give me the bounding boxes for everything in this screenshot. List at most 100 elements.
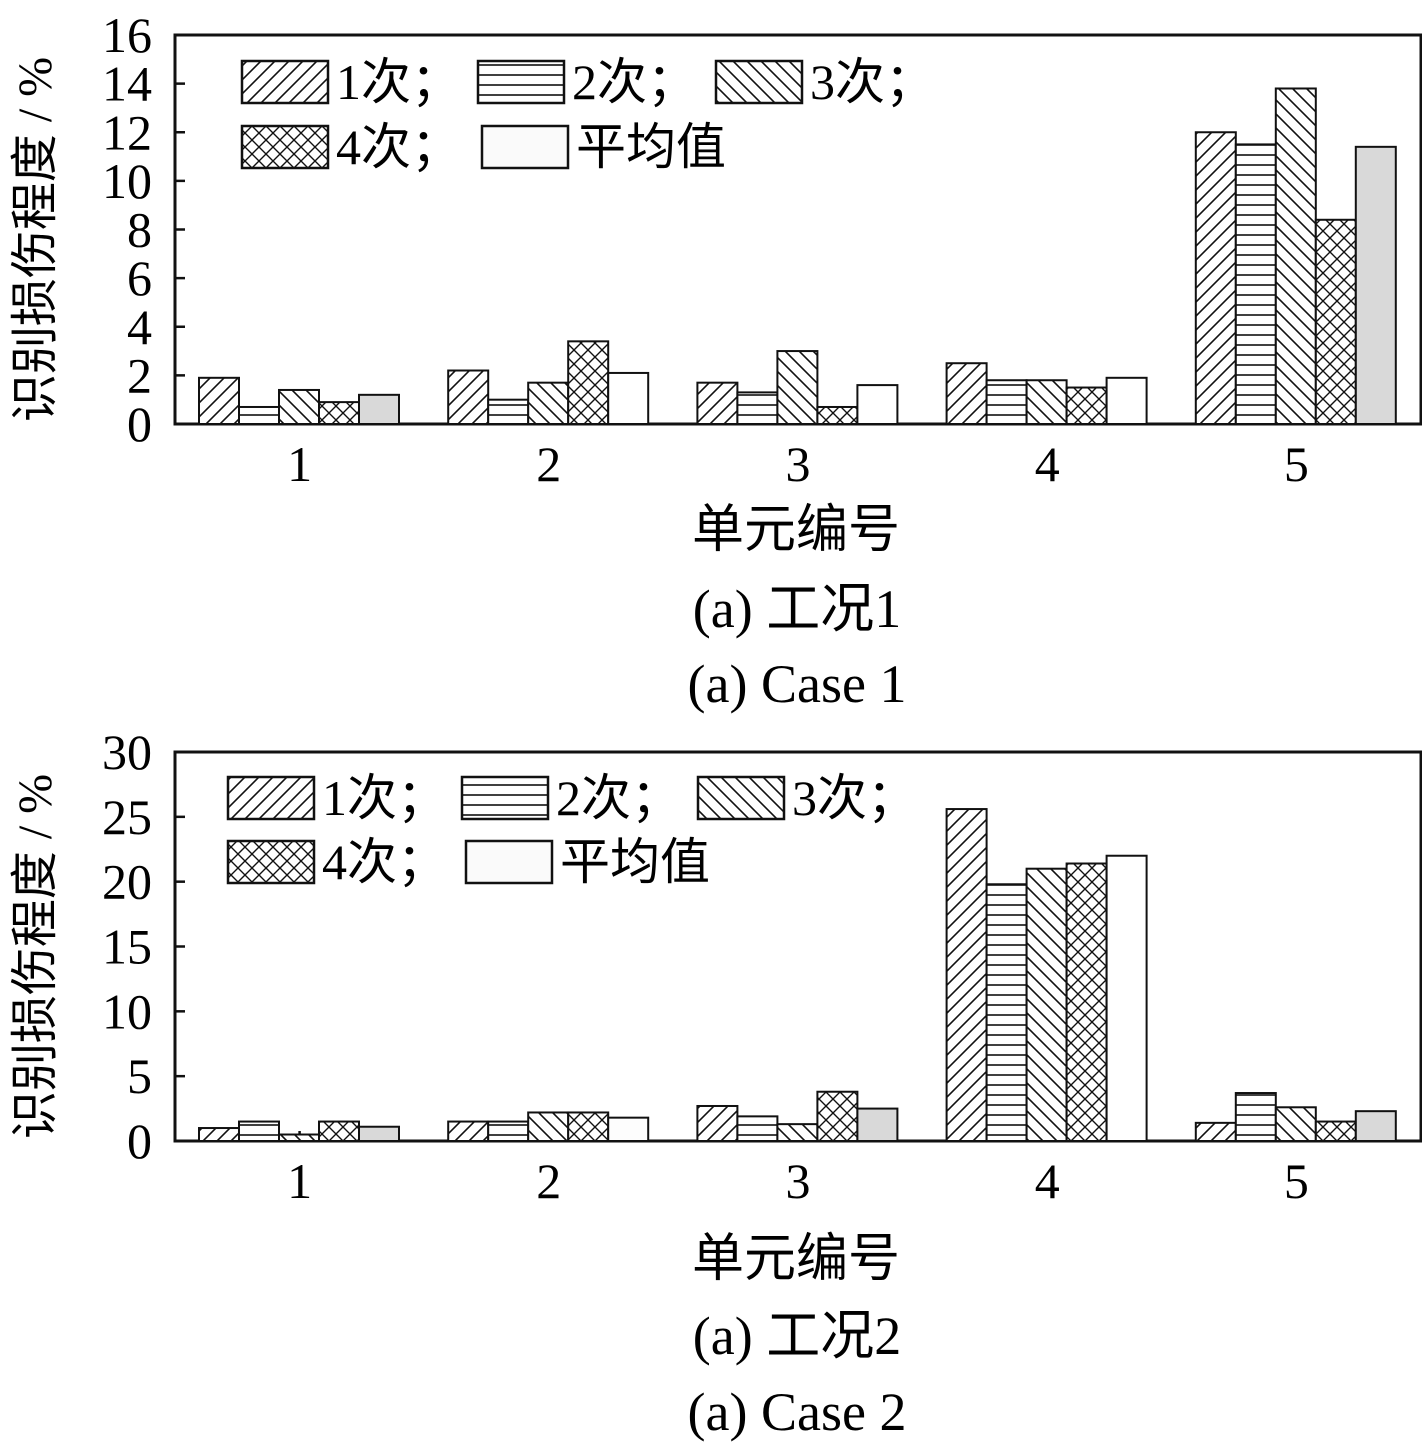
y-tick-label: 2 [127, 347, 152, 403]
y-tick-label: 14 [102, 56, 152, 112]
y-axis-label: 识别损伤程度 / % [9, 57, 62, 422]
y-tick-label: 0 [127, 1113, 152, 1169]
bar-s3-c3 [776, 350, 819, 425]
legend-label: 2次； [572, 54, 697, 110]
bar-s1-c5 [1194, 1121, 1237, 1143]
legend-label: 3次； [810, 54, 935, 110]
bar-s2-c4 [985, 379, 1028, 425]
bar-s4-c1 [318, 401, 360, 425]
legend-label: 1次； [336, 54, 461, 110]
bar-s1-c1 [198, 376, 240, 425]
bar-s1-c2 [447, 1120, 490, 1143]
bar-s2-c3 [736, 1115, 779, 1142]
x-tick-label: 2 [536, 436, 561, 492]
bar-s4-c5 [1314, 1120, 1357, 1143]
legend-label: 平均值 [560, 834, 710, 890]
x-tick-label: 3 [786, 1153, 811, 1209]
bar-s4-c4 [1065, 386, 1108, 425]
bar-s3-c1 [278, 388, 320, 425]
bar-s3-c2 [527, 1111, 570, 1143]
bar-s5-c4 [1105, 376, 1148, 425]
legend-label: 3次； [792, 770, 917, 826]
bar-s5-c5 [1354, 145, 1397, 425]
chart-case-2: 0 5 10 15 20 25 30 1 2 3 4 5 1次； 2次； 3次； 4次； 平均值 识别损伤程度 /… [9, 724, 1422, 1442]
y-tick-label: 6 [127, 250, 152, 306]
caption-cn: (a) 工况1 [693, 579, 901, 639]
bar-s3-c4 [1025, 867, 1068, 1142]
y-tick-label: 16 [102, 7, 152, 63]
y-tick-label: 30 [102, 724, 152, 780]
bar-s3-c5 [1274, 87, 1317, 426]
bar-s1-c4 [945, 362, 988, 425]
bar-s3-c3 [776, 1123, 819, 1142]
legend-swatch [714, 59, 804, 105]
bar-s3-c1 [278, 1133, 320, 1143]
legend-swatch [464, 839, 554, 885]
legend-swatch [480, 124, 570, 170]
bar-s5-c1 [358, 393, 400, 426]
legend-label: 1次； [322, 770, 447, 826]
bar-s5-c3 [856, 384, 899, 426]
x-axis-label: 单元编号 [692, 502, 900, 559]
bar-s1-c5 [1194, 131, 1237, 425]
bar-s3-c5 [1274, 1106, 1317, 1142]
bar-s5-c2 [607, 371, 650, 426]
bar-s4-c2 [567, 340, 610, 425]
bar-s4-c4 [1065, 862, 1108, 1142]
y-tick-label: 10 [102, 153, 152, 209]
x-tick-label: 4 [1035, 1153, 1060, 1209]
x-tick-label: 5 [1284, 436, 1309, 492]
y-tick-label: 0 [127, 396, 152, 452]
bar-s5-c2 [607, 1116, 650, 1143]
x-axis-label: 单元编号 [692, 1231, 900, 1288]
bar-s4-c5 [1314, 218, 1357, 425]
legend-swatch [476, 59, 566, 105]
bar-s2-c1 [238, 405, 280, 426]
x-tick-label: 5 [1284, 1153, 1309, 1209]
bar-s4-c2 [567, 1111, 610, 1143]
bar-s2-c2 [487, 1120, 530, 1143]
legend-label: 4次； [322, 834, 447, 890]
y-tick-label: 15 [102, 919, 152, 975]
y-tick-label: 10 [102, 983, 152, 1039]
y-tick-label: 8 [127, 202, 152, 258]
bar-s2-c5 [1234, 143, 1277, 425]
bar-s4-c3 [816, 1090, 859, 1143]
bar-s2-c2 [487, 398, 530, 425]
bar-s2-c5 [1234, 1092, 1277, 1142]
bar-s1-c1 [198, 1127, 240, 1142]
legend-swatch [240, 124, 330, 170]
y-tick-label: 4 [127, 299, 152, 355]
bar-s1-c4 [945, 808, 988, 1142]
bar-s2-c3 [736, 391, 779, 425]
y-tick-label: 20 [102, 854, 152, 910]
legend-label: 2次； [556, 770, 681, 826]
legend-swatch [226, 775, 316, 821]
bar-s3-c4 [1025, 379, 1068, 425]
bar-s5-c3 [856, 1107, 899, 1143]
caption-en: (a) Case 2 [688, 1382, 907, 1442]
caption-cn: (a) 工况2 [693, 1306, 901, 1366]
y-tick-label: 25 [102, 789, 152, 845]
legend-swatch [226, 839, 316, 885]
y-tick-label: 5 [127, 1048, 152, 1104]
legend-swatch [460, 775, 550, 821]
x-tick-label: 1 [287, 1153, 312, 1209]
legend-swatch [240, 59, 330, 105]
bar-s2-c1 [238, 1120, 280, 1143]
x-tick-label: 4 [1035, 436, 1060, 492]
bar-s1-c3 [696, 1104, 739, 1142]
caption-en: (a) Case 1 [688, 654, 907, 714]
bar-s1-c2 [447, 369, 490, 426]
x-tick-label: 1 [287, 436, 312, 492]
bar-s4-c1 [318, 1120, 360, 1143]
bar-s4-c3 [816, 405, 859, 426]
legend-label: 4次； [336, 119, 461, 175]
bar-s5-c4 [1105, 854, 1148, 1142]
x-tick-label: 3 [786, 436, 811, 492]
y-tick-label: 12 [102, 104, 152, 160]
bar-s3-c2 [527, 381, 570, 426]
bar-s5-c5 [1354, 1110, 1397, 1142]
